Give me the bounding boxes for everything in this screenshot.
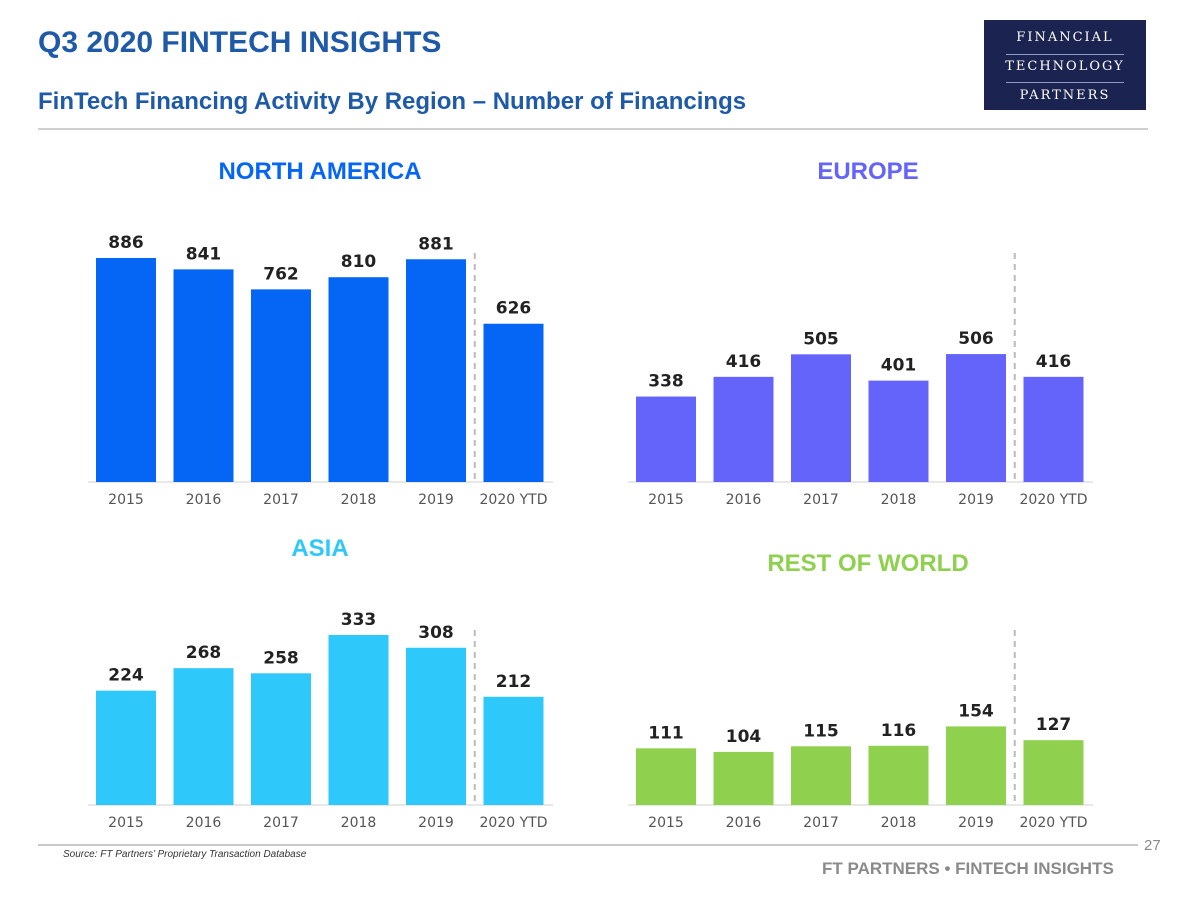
data-label: 258 xyxy=(263,648,299,668)
tick-label: 2019 xyxy=(418,492,454,508)
tick-label: 2016 xyxy=(726,492,762,508)
data-label: 881 xyxy=(418,234,454,254)
logo-line-3: PARTNERS xyxy=(1019,88,1111,103)
tick-label: 2015 xyxy=(108,492,144,508)
data-label: 338 xyxy=(648,372,684,392)
data-label: 116 xyxy=(881,721,917,741)
bar-2016 xyxy=(713,376,774,482)
bar-2016 xyxy=(173,668,234,805)
data-label: 115 xyxy=(803,721,839,741)
data-label: 308 xyxy=(418,623,454,643)
chart-title-asia: ASIA xyxy=(291,535,349,562)
bar-2015 xyxy=(96,258,156,482)
data-label: 886 xyxy=(108,233,144,253)
tick-label: 2015 xyxy=(108,815,144,831)
chart-asia: 224 2015 268 2016 258 2017 333 2018 308 2019 212 20… xyxy=(88,610,553,831)
bar-2019 xyxy=(946,354,1006,482)
tick-label: 2018 xyxy=(881,492,917,508)
data-label: 506 xyxy=(958,329,994,349)
page-title: Q3 2020 FINTECH INSIGHTS xyxy=(38,26,442,59)
bar-2020-ytd xyxy=(483,323,544,482)
chart-rest-of-world: 111 2015 104 2016 115 2017 116 2018 154 2019 127 20… xyxy=(628,630,1093,831)
data-label: 762 xyxy=(263,264,299,284)
tick-label: 2017 xyxy=(803,492,839,508)
data-label: 841 xyxy=(186,244,222,264)
data-label: 111 xyxy=(648,723,684,743)
tick-label: 2017 xyxy=(263,492,299,508)
tick-label: 2020 YTD xyxy=(1020,815,1088,831)
data-label: 154 xyxy=(958,701,994,721)
data-label: 212 xyxy=(496,672,532,692)
bar-2018 xyxy=(328,635,389,805)
chart-title-rest-of-world: REST OF WORLD xyxy=(767,550,969,577)
bar-2016 xyxy=(713,751,774,805)
data-label: 416 xyxy=(726,352,762,372)
footer-brand: FT PARTNERS • FINTECH INSIGHTS xyxy=(822,859,1114,878)
bar-2017 xyxy=(251,289,311,482)
chart-title-europe: EUROPE xyxy=(817,158,919,185)
tick-label: 2017 xyxy=(263,815,299,831)
tick-label: 2019 xyxy=(418,815,454,831)
tick-label: 2020 YTD xyxy=(1020,492,1088,508)
footer-divider xyxy=(38,844,1138,846)
tick-label: 2018 xyxy=(341,492,377,508)
tick-label: 2016 xyxy=(186,815,222,831)
bar-2019 xyxy=(406,259,466,482)
data-label: 401 xyxy=(881,356,917,376)
bar-2016 xyxy=(173,269,234,482)
tick-label: 2016 xyxy=(186,492,222,508)
bar-2018 xyxy=(328,277,389,482)
data-label: 416 xyxy=(1036,352,1072,372)
source-note: Source: FT Partners’ Proprietary Transac… xyxy=(63,849,307,860)
bar-2019 xyxy=(406,647,466,805)
logo-rule xyxy=(1006,54,1124,55)
logo-line-1: FINANCIAL xyxy=(1016,30,1114,45)
bar-2020-ytd xyxy=(1023,740,1084,805)
header-divider xyxy=(38,128,1148,130)
data-label: 333 xyxy=(341,610,377,630)
tick-label: 2018 xyxy=(341,815,377,831)
bar-2020-ytd xyxy=(483,696,544,805)
data-label: 268 xyxy=(186,643,222,663)
company-logo: FINANCIAL TECHNOLOGY PARTNERS xyxy=(984,20,1146,110)
bar-2020-ytd xyxy=(1023,376,1084,482)
chart-europe: 338 2015 416 2016 505 2017 401 2018 506 2019 416 20… xyxy=(628,253,1093,508)
tick-label: 2015 xyxy=(648,492,684,508)
chart-north-america: 886 2015 841 2016 762 2017 810 2018 881 2019 626 20… xyxy=(88,233,553,508)
bar-2017 xyxy=(791,746,851,805)
page-subtitle: FinTech Financing Activity By Region – N… xyxy=(38,88,747,115)
tick-label: 2019 xyxy=(958,492,994,508)
logo-rule xyxy=(1006,82,1124,83)
tick-label: 2020 YTD xyxy=(480,815,548,831)
tick-label: 2015 xyxy=(648,815,684,831)
data-label: 127 xyxy=(1036,715,1072,735)
bar-2015 xyxy=(636,748,696,805)
tick-label: 2016 xyxy=(726,815,762,831)
data-label: 104 xyxy=(726,727,762,747)
bar-2018 xyxy=(868,745,929,805)
bar-2017 xyxy=(251,673,311,805)
bar-2015 xyxy=(96,690,156,805)
data-label: 810 xyxy=(341,252,377,272)
data-label: 505 xyxy=(803,329,839,349)
chart-title-north-america: NORTH AMERICA xyxy=(218,158,422,185)
data-label: 626 xyxy=(496,299,532,319)
bar-2015 xyxy=(636,396,696,482)
bar-2018 xyxy=(868,380,929,482)
tick-label: 2019 xyxy=(958,815,994,831)
tick-label: 2020 YTD xyxy=(480,492,548,508)
data-label: 224 xyxy=(108,666,144,686)
tick-label: 2017 xyxy=(803,815,839,831)
bar-2017 xyxy=(791,354,851,482)
bar-2019 xyxy=(946,726,1006,805)
logo-line-2: TECHNOLOGY xyxy=(1005,59,1125,74)
tick-label: 2018 xyxy=(881,815,917,831)
page-number: 27 xyxy=(1144,837,1161,854)
